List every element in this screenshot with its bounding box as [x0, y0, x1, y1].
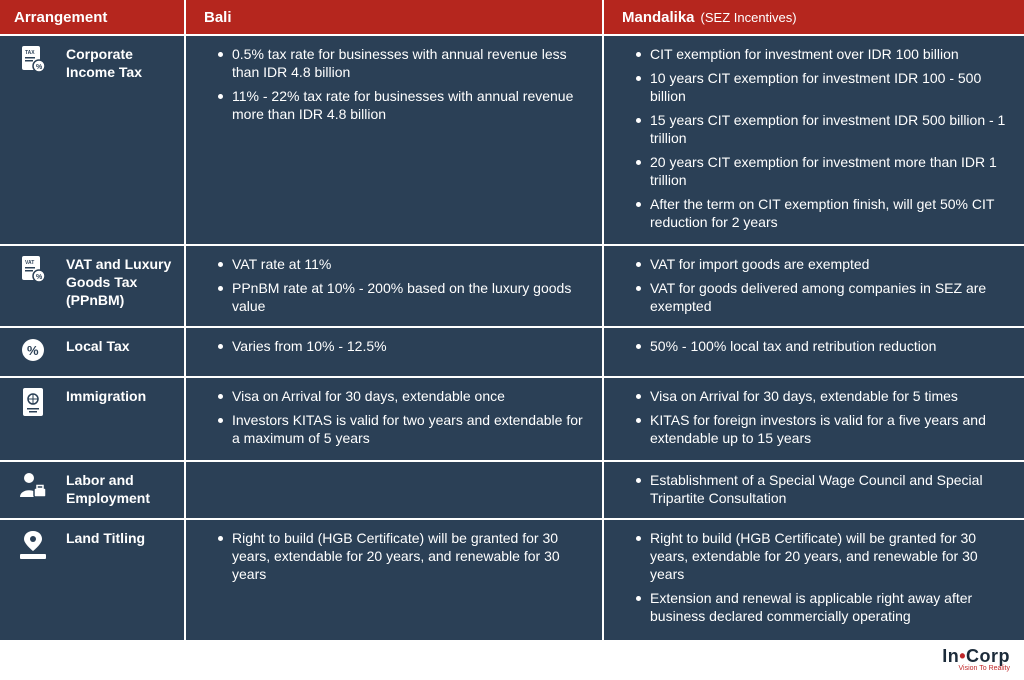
list-item: Visa on Arrival for 30 days, extendable …	[636, 387, 1010, 405]
row-arrangement: % Local Tax	[0, 328, 186, 376]
bali-cell: Visa on Arrival for 30 days, extendable …	[186, 378, 604, 460]
list-item: VAT for goods delivered among companies …	[636, 279, 1010, 315]
mandalika-cell: VAT for import goods are exempted VAT fo…	[604, 246, 1024, 326]
logo-brand: In•Corp	[942, 646, 1010, 667]
header-bali: Bali	[186, 0, 604, 34]
list-item: Right to build (HGB Certificate) will be…	[218, 529, 588, 583]
table-row: TAX% Corporate Income Tax 0.5% tax rate …	[0, 34, 1024, 244]
header-mandalika-subtitle: (SEZ Incentives)	[700, 9, 797, 25]
list-item: 0.5% tax rate for businesses with annual…	[218, 45, 588, 81]
table-row: Land Titling Right to build (HGB Certifi…	[0, 518, 1024, 640]
comparison-table: Arrangement Bali Mandalika (SEZ Incentiv…	[0, 0, 1024, 640]
tax-document-icon: TAX%	[18, 45, 48, 75]
list-item: Varies from 10% - 12.5%	[218, 337, 588, 355]
list-item: 11% - 22% tax rate for businesses with a…	[218, 87, 588, 123]
mandalika-cell: CIT exemption for investment over IDR 10…	[604, 36, 1024, 244]
table-row: VAT% VAT and Luxury Goods Tax (PPnBM) VA…	[0, 244, 1024, 326]
vat-document-icon: VAT%	[18, 255, 48, 285]
row-label: Immigration	[66, 388, 147, 404]
list-item: 50% - 100% local tax and retribution red…	[636, 337, 1010, 355]
list-item: 10 years CIT exemption for investment ID…	[636, 69, 1010, 105]
passport-icon	[18, 387, 48, 417]
row-arrangement: TAX% Corporate Income Tax	[0, 36, 186, 244]
header-arrangement: Arrangement	[0, 0, 186, 34]
row-arrangement: VAT% VAT and Luxury Goods Tax (PPnBM)	[0, 246, 186, 326]
percent-badge-icon: %	[18, 337, 48, 367]
mandalika-cell: 50% - 100% local tax and retribution red…	[604, 328, 1024, 376]
row-arrangement: Land Titling	[0, 520, 186, 640]
mandalika-cell: Visa on Arrival for 30 days, extendable …	[604, 378, 1024, 460]
table-row: % Local Tax Varies from 10% - 12.5% 50% …	[0, 326, 1024, 376]
list-item: Investors KITAS is valid for two years a…	[218, 411, 588, 447]
bali-cell: 0.5% tax rate for businesses with annual…	[186, 36, 604, 244]
svg-text:TAX: TAX	[25, 50, 35, 56]
row-arrangement: Labor and Employment	[0, 462, 186, 518]
list-item: Extension and renewal is applicable righ…	[636, 589, 1010, 625]
list-item: Right to build (HGB Certificate) will be…	[636, 529, 1010, 583]
header-mandalika-title: Mandalika	[622, 8, 695, 26]
svg-text:%: %	[36, 274, 43, 281]
mandalika-cell: Establishment of a Special Wage Council …	[604, 462, 1024, 518]
table-header: Arrangement Bali Mandalika (SEZ Incentiv…	[0, 0, 1024, 34]
bali-cell	[186, 462, 604, 518]
row-label: Corporate Income Tax	[66, 46, 142, 80]
list-item: 15 years CIT exemption for investment ID…	[636, 111, 1010, 147]
list-item: VAT for import goods are exempted	[636, 255, 1010, 273]
list-item: KITAS for foreign investors is valid for…	[636, 411, 1010, 447]
svg-text:%: %	[27, 343, 39, 358]
header-mandalika: Mandalika (SEZ Incentives)	[604, 0, 1024, 34]
row-label: Labor and Employment	[66, 472, 151, 506]
table-row: Labor and Employment Establishment of a …	[0, 460, 1024, 518]
logo-brand-dot: •	[959, 646, 966, 666]
list-item: CIT exemption for investment over IDR 10…	[636, 45, 1010, 63]
bali-cell: Varies from 10% - 12.5%	[186, 328, 604, 376]
bali-cell: Right to build (HGB Certificate) will be…	[186, 520, 604, 640]
row-label: VAT and Luxury Goods Tax (PPnBM)	[66, 256, 172, 308]
list-item: PPnBM rate at 10% - 200% based on the lu…	[218, 279, 588, 315]
list-item: After the term on CIT exemption finish, …	[636, 195, 1010, 231]
svg-text:%: %	[36, 64, 43, 71]
logo-tagline: Vision To Reality	[958, 665, 1011, 672]
list-item: Visa on Arrival for 30 days, extendable …	[218, 387, 588, 405]
svg-text:VAT: VAT	[25, 260, 34, 266]
row-arrangement: Immigration	[0, 378, 186, 460]
bali-cell: VAT rate at 11% PPnBM rate at 10% - 200%…	[186, 246, 604, 326]
row-label: Land Titling	[66, 530, 146, 546]
list-item: Establishment of a Special Wage Council …	[636, 471, 1010, 507]
row-label: Local Tax	[66, 338, 130, 354]
mandalika-cell: Right to build (HGB Certificate) will be…	[604, 520, 1024, 640]
logo-brand-right: Corp	[966, 646, 1010, 666]
land-pin-icon	[18, 529, 48, 559]
table-row: Immigration Visa on Arrival for 30 days,…	[0, 376, 1024, 460]
incorp-logo: In•Corp Vision To Reality	[942, 646, 1010, 672]
logo-brand-left: In	[942, 646, 960, 666]
list-item: 20 years CIT exemption for investment mo…	[636, 153, 1010, 189]
worker-briefcase-icon	[18, 471, 48, 501]
list-item: VAT rate at 11%	[218, 255, 588, 273]
